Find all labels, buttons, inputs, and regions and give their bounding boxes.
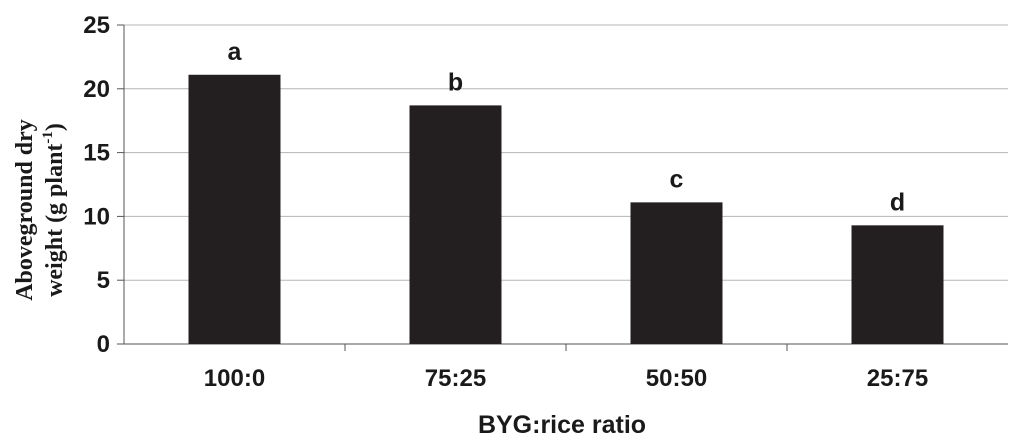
bar (851, 225, 944, 344)
bars (188, 74, 944, 344)
data-label: d (890, 188, 905, 216)
y-tick-label: 25 (83, 12, 110, 39)
y-tick-label: 15 (83, 140, 110, 167)
bar (188, 74, 281, 344)
data-label: a (228, 38, 243, 66)
y-axis-title-line2: weight (g plant-1) (40, 123, 68, 297)
x-tick-label: 25:75 (867, 365, 928, 392)
y-axis-title: Aboveground dry weight (g plant-1) (12, 119, 68, 301)
y-tick-label: 5 (97, 267, 110, 294)
x-tick-label: 50:50 (646, 365, 707, 392)
y-axis-title-superscript: -1 (40, 131, 56, 144)
data-label: c (670, 165, 684, 193)
bar (630, 202, 723, 344)
y-axis-title-end: ) (42, 123, 68, 131)
y-tick-label: 10 (83, 203, 110, 230)
x-axis-title: BYG:rice ratio (478, 411, 646, 437)
x-tick-labels: 100:0 75:25 50:50 25:75 (204, 365, 928, 392)
y-tick-label: 20 (83, 76, 110, 103)
y-axis-title-line1: Aboveground dry (12, 119, 38, 301)
y-axis-title-main: weight (g plant (42, 144, 68, 297)
x-tick-label: 100:0 (204, 365, 265, 392)
data-labels: a b c d (228, 38, 906, 217)
data-label: b (448, 68, 463, 96)
bar (409, 105, 502, 344)
y-tick-label: 0 (97, 331, 110, 358)
x-tick-label: 75:25 (425, 365, 486, 392)
y-tick-labels: 0 5 10 15 20 25 (83, 12, 110, 358)
